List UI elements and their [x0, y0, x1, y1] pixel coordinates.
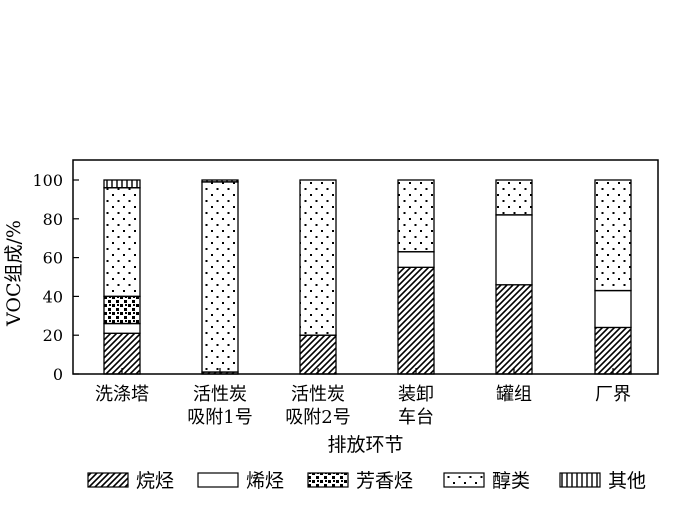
- legend-item: 芳香烃: [307, 470, 413, 492]
- x-category-label: 吸附1号: [187, 407, 252, 428]
- legend-swatch: [443, 472, 485, 488]
- bar-segment: [594, 326, 632, 375]
- legend-item: 醇类: [443, 470, 530, 492]
- x-category-label: 装卸: [398, 384, 434, 405]
- bar-segment: [299, 334, 337, 375]
- bar-segment: [201, 181, 239, 373]
- bar-segment: [299, 179, 337, 336]
- bar-segment: [103, 322, 141, 334]
- legend-item: 烷烃: [87, 470, 174, 492]
- plot-frame: [72, 159, 659, 375]
- bar-segment: [103, 295, 141, 325]
- bar-segment: [594, 289, 632, 329]
- bar-segment: [103, 332, 141, 375]
- legend-label: 烯烃: [246, 470, 284, 492]
- legend-label: 其他: [608, 470, 646, 492]
- legend-swatch: [87, 472, 129, 488]
- legend-label: 芳香烃: [356, 470, 413, 492]
- bar-segment: [103, 179, 141, 189]
- bar-segment: [397, 251, 435, 268]
- bar-segment: [495, 179, 533, 216]
- legend-item: 烯烃: [197, 470, 284, 492]
- bar-segment: [594, 179, 632, 292]
- legend-swatch: [307, 472, 349, 488]
- bar-segment: [201, 179, 239, 183]
- legend-label: 醇类: [492, 470, 530, 492]
- y-tick-label: 40: [43, 287, 63, 306]
- bar-segment: [495, 284, 533, 375]
- x-category-label: 活性炭: [291, 384, 345, 405]
- y-tick-label: 20: [43, 326, 63, 345]
- y-axis-label: VOC组成/%: [3, 220, 25, 327]
- legend-label: 烷烃: [136, 470, 174, 492]
- legend-swatch: [559, 472, 601, 488]
- legend-item: 其他: [559, 470, 646, 492]
- x-axis-label: 排放环节: [327, 434, 403, 456]
- x-category-label: 活性炭: [193, 384, 247, 405]
- y-tick-label: 60: [43, 249, 63, 268]
- bar-segment: [397, 179, 435, 253]
- x-category-label: 洗涤塔: [95, 384, 149, 405]
- bar-segment: [103, 187, 141, 298]
- x-category-label: 厂界: [595, 384, 631, 405]
- x-category-label: 吸附2号: [285, 407, 350, 428]
- y-tick-label: 0: [53, 365, 63, 384]
- y-tick-label: 100: [32, 171, 63, 190]
- bar-segment: [495, 214, 533, 286]
- x-category-label: 罐组: [496, 384, 532, 405]
- bar-segment: [397, 266, 435, 375]
- x-category-label: 车台: [398, 407, 434, 428]
- legend-swatch: [197, 472, 239, 488]
- y-tick-label: 80: [43, 210, 63, 229]
